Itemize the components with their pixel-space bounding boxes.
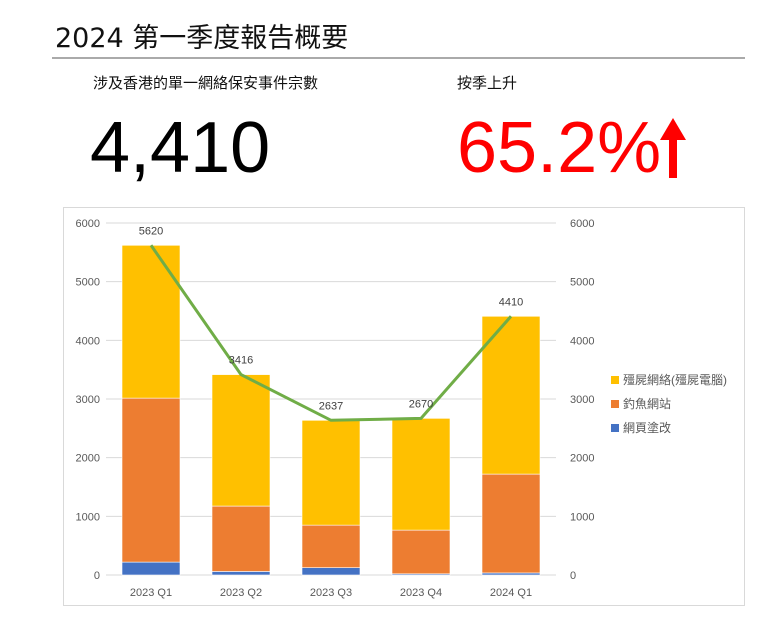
bar-segment: [211, 374, 271, 507]
data-label: 3416: [229, 355, 253, 367]
y2-tick-label: 2000: [570, 453, 594, 465]
bar-segment: [211, 505, 271, 572]
legend-label: 網頁塗改: [623, 420, 671, 435]
bar-segment: [301, 419, 361, 526]
incident-count-value: 4,410: [90, 108, 271, 188]
y-tick-label: 2000: [76, 453, 100, 465]
data-label: 5620: [139, 225, 163, 237]
x-tick-label: 2023 Q4: [400, 587, 442, 599]
bar-segment: [391, 418, 451, 531]
legend-label: 釣魚網站: [623, 396, 671, 411]
total-line: [149, 244, 513, 422]
data-label: 4410: [499, 296, 523, 308]
bar-segment: [391, 529, 451, 575]
y2-tick-label: 0: [570, 570, 576, 582]
bar-segment: [121, 244, 181, 399]
bar-segment: [211, 571, 271, 576]
y-tick-label: 6000: [76, 218, 100, 230]
x-tick-label: 2023 Q2: [220, 587, 262, 599]
y-tick-label: 1000: [76, 511, 100, 523]
bar-segment: [121, 397, 181, 563]
legend-swatch: [611, 376, 619, 384]
y2-tick-label: 1000: [570, 511, 594, 523]
x-tick-label: 2024 Q1: [490, 587, 532, 599]
bar-segment: [301, 524, 361, 568]
y-tick-label: 5000: [76, 277, 100, 289]
chart-svg: 0 0 1000 1000 2000 2000 3000 3000 4000 4000 5000 50…: [76, 218, 727, 599]
y2-tick-label: 4000: [570, 335, 594, 347]
y2-tick-label: 3000: [570, 394, 594, 406]
bar-segment: [481, 473, 541, 574]
y-tick-label: 3000: [76, 394, 100, 406]
bar-segment: [121, 561, 181, 576]
divider: [52, 57, 745, 59]
data-label: 2670: [409, 398, 433, 410]
qoq-label: 按季上升: [457, 74, 518, 92]
x-tick-label: 2023 Q1: [130, 587, 172, 599]
data-label: 2637: [319, 400, 343, 412]
bar-segment: [301, 567, 361, 576]
incident-count-label: 涉及香港的單一網絡保安事件宗數: [93, 74, 319, 92]
y2-tick-label: 5000: [570, 277, 594, 289]
arrow-up-icon: [660, 118, 686, 178]
legend-label: 殭屍網絡(殭屍電腦): [623, 372, 727, 387]
y-tick-label: 4000: [76, 335, 100, 347]
legend-swatch: [611, 424, 619, 432]
y2-tick-label: 6000: [570, 218, 594, 230]
chart: 0 0 1000 1000 2000 2000 3000 3000 4000 4000 5000 50…: [63, 207, 745, 606]
bar-segment: [481, 572, 541, 576]
page-title: 2024 第一季度報告概要: [55, 23, 349, 54]
y-tick-label: 0: [94, 570, 100, 582]
legend-swatch: [611, 400, 619, 408]
qoq-value: 65.2%: [457, 108, 662, 188]
x-tick-label: 2023 Q3: [310, 587, 352, 599]
